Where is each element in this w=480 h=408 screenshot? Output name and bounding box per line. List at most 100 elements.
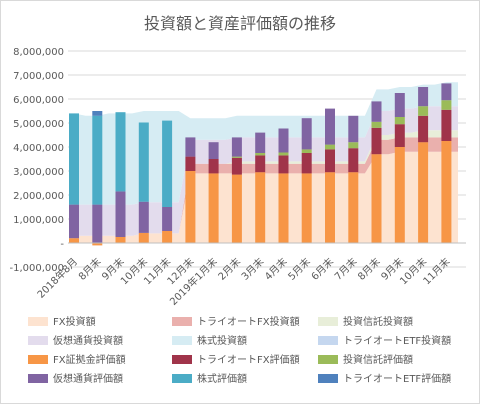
bar-仮想通貨評価額 bbox=[162, 207, 173, 231]
y-tick-label: 2,000,000 bbox=[13, 191, 64, 202]
bar-投資信託評価額 bbox=[394, 117, 405, 125]
bar-FX証拠金評価額 bbox=[92, 243, 103, 246]
bar-投資信託評価額 bbox=[348, 142, 359, 149]
y-tick-label: -1,000,000 bbox=[9, 263, 64, 274]
bar-トライオートFX評価額 bbox=[185, 156, 196, 171]
bar-トライオートFX評価額 bbox=[278, 155, 289, 174]
bar-投資信託評価額 bbox=[371, 121, 382, 128]
bar-仮想通貨評価額 bbox=[371, 101, 382, 122]
bar-投資信託評価額 bbox=[255, 153, 266, 156]
bar-トライオートFX評価額 bbox=[441, 109, 452, 141]
bar-投資信託評価額 bbox=[325, 144, 335, 150]
bar-仮想通貨評価額 bbox=[255, 132, 266, 153]
bar-仮想通貨評価額 bbox=[115, 191, 126, 237]
legend-swatch bbox=[318, 374, 338, 383]
bar-トライオートFX評価額 bbox=[348, 148, 359, 173]
y-tick-label: 7,000,000 bbox=[13, 71, 64, 82]
legend-label: 株式投資額 bbox=[197, 334, 247, 347]
bar-仮想通貨評価額 bbox=[348, 115, 359, 143]
legend-label: FX証拠金評価額 bbox=[53, 353, 126, 366]
legend-label: 投資信託評価額 bbox=[343, 353, 413, 366]
bar-トライオートFX評価額 bbox=[371, 127, 382, 155]
y-tick-label: 4,000,000 bbox=[13, 143, 64, 154]
bar-トライオートFX評価額 bbox=[394, 124, 405, 147]
bar-トライオートFX評価額 bbox=[255, 155, 266, 173]
bar-仮想通貨評価額 bbox=[325, 108, 335, 145]
bar-株式評価額 bbox=[162, 120, 173, 207]
legend-label: 株式評価額 bbox=[197, 372, 247, 385]
bar-投資信託評価額 bbox=[441, 100, 452, 110]
bar-FX証拠金評価額 bbox=[208, 173, 219, 243]
legend-label: トライオートETF投資額 bbox=[343, 334, 451, 347]
y-tick-label: 6,000,000 bbox=[13, 95, 64, 106]
bar-仮想通貨評価額 bbox=[185, 137, 196, 157]
bar-株式評価額 bbox=[92, 115, 103, 205]
bar-FX証拠金評価額 bbox=[115, 237, 126, 243]
legend-label: トライオートETF評価額 bbox=[343, 372, 451, 385]
legend-label: 仮想通貨投資額 bbox=[53, 334, 123, 347]
legend-swatch bbox=[172, 374, 192, 383]
legend-swatch bbox=[172, 355, 192, 364]
legend-label: 投資信託投資額 bbox=[343, 315, 413, 328]
bar-仮想通貨評価額 bbox=[278, 128, 289, 153]
bar-投資信託評価額 bbox=[301, 149, 312, 153]
bar-株式評価額 bbox=[138, 122, 149, 202]
y-axis: -1,000,000-1,000,0002,000,0003,000,0004,… bbox=[9, 47, 64, 274]
bar-FX証拠金評価額 bbox=[231, 174, 242, 243]
bar-FX証拠金評価額 bbox=[185, 171, 196, 243]
bar-仮想通貨評価額 bbox=[138, 201, 149, 233]
bar-株式評価額 bbox=[69, 113, 79, 205]
bar-トライオートFX評価額 bbox=[418, 115, 429, 143]
chart-title: 投資額と資産評価額の推移 bbox=[144, 14, 336, 33]
bar-仮想通貨評価額 bbox=[208, 142, 219, 159]
bar-FX証拠金評価額 bbox=[162, 231, 173, 243]
bar-FX証拠金評価額 bbox=[325, 172, 335, 243]
bar-仮想通貨評価額 bbox=[69, 204, 79, 239]
bar-FX証拠金評価額 bbox=[441, 141, 452, 243]
y-tick-label: 1,000,000 bbox=[13, 215, 64, 226]
y-tick-label: 5,000,000 bbox=[13, 119, 64, 130]
bar-トライオートFX評価額 bbox=[325, 149, 335, 173]
bar-仮想通貨評価額 bbox=[301, 118, 312, 150]
bar-FX証拠金評価額 bbox=[348, 172, 359, 243]
bar-FX証拠金評価額 bbox=[69, 238, 79, 243]
bar-投資信託評価額 bbox=[418, 106, 429, 116]
area-FX投資額 bbox=[74, 151, 458, 243]
legend-label: トライオートFX投資額 bbox=[197, 315, 300, 328]
legend-swatch bbox=[28, 317, 48, 326]
bar-トライオートFX評価額 bbox=[301, 153, 312, 174]
bar-仮想通貨評価額 bbox=[394, 93, 405, 117]
bar-仮想通貨評価額 bbox=[231, 137, 242, 157]
legend-swatch bbox=[318, 317, 338, 326]
legend-label: トライオートFX評価額 bbox=[197, 353, 300, 366]
y-tick-label: 3,000,000 bbox=[13, 167, 64, 178]
bar-仮想通貨評価額 bbox=[418, 87, 429, 107]
bar-FX証拠金評価額 bbox=[278, 173, 289, 243]
bar-FX証拠金評価額 bbox=[418, 142, 429, 243]
y-tick-label: 8,000,000 bbox=[13, 47, 64, 58]
y-tick-label: - bbox=[60, 239, 64, 250]
bar-投資信託評価額 bbox=[278, 152, 289, 156]
legend-swatch bbox=[28, 336, 48, 345]
legend-swatch bbox=[172, 336, 192, 345]
bar-FX証拠金評価額 bbox=[301, 173, 312, 243]
legend-label: FX投資額 bbox=[53, 315, 96, 328]
bar-トライオートFX評価額 bbox=[208, 159, 219, 174]
bar-FX証拠金評価額 bbox=[255, 172, 266, 243]
bar-投資信託評価額 bbox=[231, 156, 242, 158]
bar-series-group bbox=[69, 83, 452, 246]
bar-FX証拠金評価額 bbox=[371, 154, 382, 243]
legend-swatch bbox=[28, 355, 48, 364]
legend-swatch bbox=[28, 374, 48, 383]
bar-トライオートETF評価額 bbox=[92, 111, 103, 116]
legend-swatch bbox=[172, 317, 192, 326]
bar-仮想通貨評価額 bbox=[441, 83, 452, 101]
bar-トライオートFX評価額 bbox=[231, 157, 242, 175]
bar-仮想通貨評価額 bbox=[92, 204, 103, 243]
legend-label: 仮想通貨評価額 bbox=[53, 372, 123, 385]
bar-株式評価額 bbox=[115, 112, 126, 192]
legend-swatch bbox=[318, 355, 338, 364]
